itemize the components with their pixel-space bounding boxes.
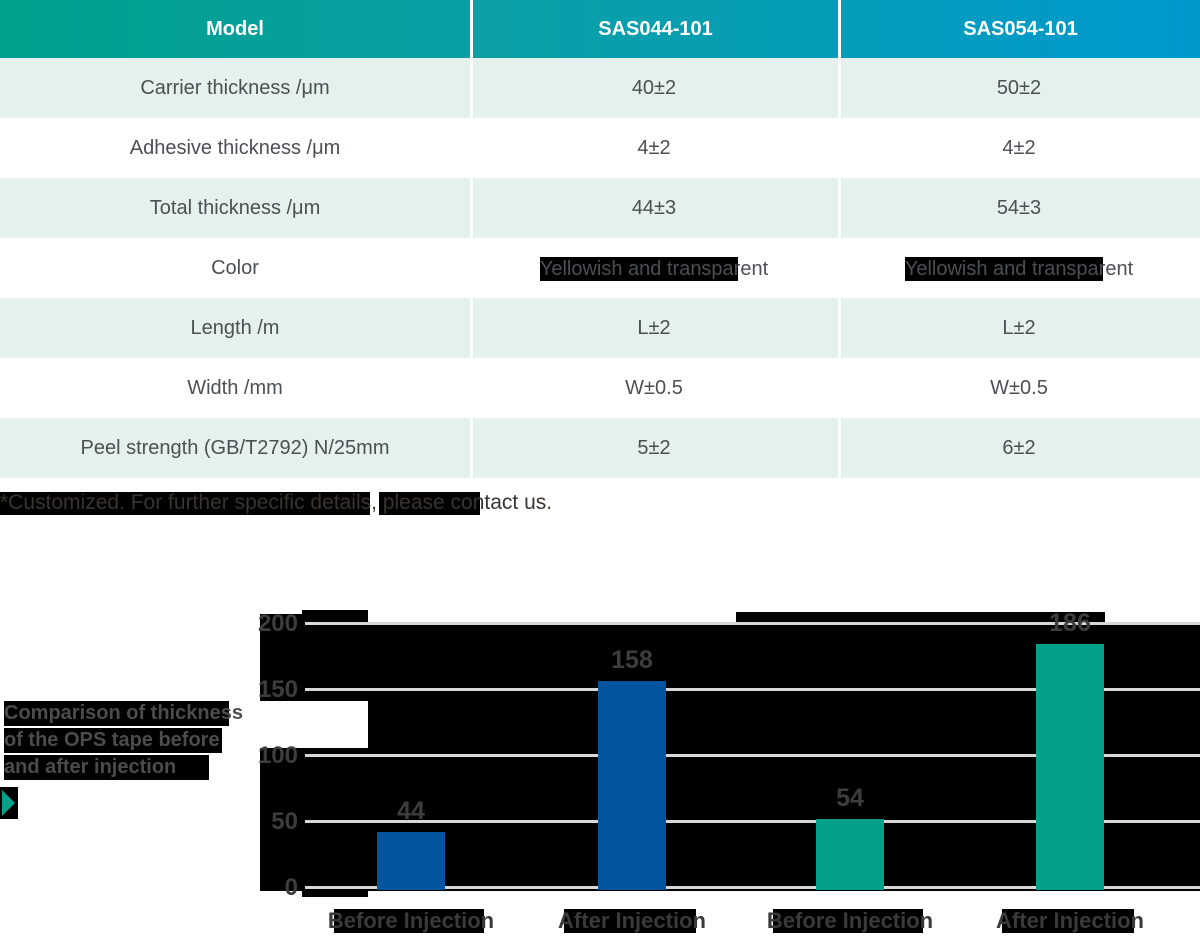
- highlight-box: [333, 909, 485, 934]
- row-value: Yellowish and transparent: [904, 256, 1134, 281]
- footnote: *Customized. For further specific detail…: [0, 490, 552, 516]
- row-value: L±2: [1002, 317, 1036, 339]
- white-cutout: [260, 701, 368, 748]
- row-value: 54±3: [996, 197, 1042, 219]
- x-axis-category-label: Before Injection: [327, 908, 495, 934]
- row-value: 50±2: [996, 77, 1042, 99]
- plot-top-left-tab: [302, 610, 368, 615]
- table-row: Adhesive thickness /μm 4±2 4±2: [0, 118, 1200, 178]
- bar: [377, 832, 445, 890]
- chart-title-line: Comparison of thickness: [4, 702, 243, 724]
- row-value: W±0.5: [990, 377, 1048, 399]
- row-label: Adhesive thickness /μm: [129, 137, 341, 159]
- row-label: Length /m: [190, 317, 280, 339]
- plot-bottom-tab: [302, 891, 368, 897]
- column-divider: [470, 0, 473, 478]
- highlight-box: [379, 492, 480, 515]
- bar-value-label: 186: [1049, 609, 1091, 637]
- row-value: 6±2: [1002, 437, 1036, 459]
- row-label: Total thickness /μm: [149, 197, 321, 219]
- highlight-box: [1002, 909, 1134, 934]
- play-triangle-icon: [0, 787, 18, 819]
- y-axis-tick-label: 50: [271, 808, 298, 835]
- row-value: 4±2: [637, 137, 671, 159]
- y-axis-tick-label: 100: [257, 742, 298, 769]
- gridline: [305, 688, 1200, 691]
- chart-title: Comparison of thickness of the OPS tape …: [4, 700, 243, 781]
- plot-top-left-tab: [260, 614, 368, 624]
- highlight-box: [539, 256, 739, 281]
- table-row: Carrier thickness /μm 40±2 50±2: [0, 58, 1200, 118]
- y-axis-tick-label: 0: [284, 874, 298, 901]
- bar-value-label: 54: [836, 784, 864, 812]
- column-header-model: Model: [206, 18, 264, 40]
- y-axis-tick-label: 150: [257, 676, 298, 703]
- row-value: L±2: [637, 317, 671, 339]
- row-value: Yellowish and transparent: [539, 256, 769, 281]
- x-axis-category-label: After Injection: [996, 908, 1144, 934]
- gridline: [305, 886, 1200, 889]
- row-label: Carrier thickness /μm: [140, 77, 330, 99]
- row-value: W±0.5: [625, 377, 683, 399]
- gridline: [305, 754, 1200, 757]
- highlight-box: [564, 909, 696, 934]
- bar-chart-plot-area: 0 50 100 150 200 44 158 54 186: [258, 610, 1200, 900]
- highlight-box: [4, 728, 222, 753]
- chart-title-line: of the OPS tape before: [4, 729, 220, 751]
- plot-top-right-tab: [736, 612, 1105, 624]
- bar-value-label: 158: [611, 646, 653, 674]
- x-axis-category-label: After Injection: [558, 908, 706, 934]
- highlight-box: [904, 256, 1104, 281]
- column-divider: [838, 0, 841, 478]
- bar-value-label: 44: [397, 797, 425, 825]
- column-header-sas044: SAS044-101: [598, 18, 713, 40]
- table-row: Width /mm W±0.5 W±0.5: [0, 358, 1200, 418]
- row-value: 44±3: [631, 197, 677, 219]
- table-row: Length /m L±2 L±2: [0, 298, 1200, 358]
- column-header-sas054: SAS054-101: [963, 18, 1078, 40]
- chart-title-line: and after injection: [4, 756, 177, 778]
- row-label: Peel strength (GB/T2792) N/25mm: [80, 437, 390, 459]
- row-value: 40±2: [631, 77, 677, 99]
- bar: [598, 681, 666, 890]
- row-label: Color: [211, 257, 259, 279]
- table-row: Color Yellowish and transparent Yellowish …: [0, 238, 1200, 298]
- table-row: Total thickness /μm 44±3 54±3: [0, 178, 1200, 238]
- x-axis-category-label: Before Injection: [766, 908, 934, 934]
- highlight-box: [0, 492, 370, 515]
- highlight-box: [4, 701, 229, 726]
- gridline: [305, 622, 1200, 625]
- highlight-box: [4, 755, 210, 780]
- bar: [1036, 644, 1104, 890]
- spec-table-header: Model SAS044-101 SAS054-101: [0, 0, 1200, 58]
- gridline: [305, 820, 1200, 823]
- table-row: Peel strength (GB/T2792) N/25mm 5±2 6±2: [0, 418, 1200, 478]
- row-value: 4±2: [1002, 137, 1036, 159]
- row-label: Width /mm: [187, 377, 283, 399]
- row-value: 5±2: [637, 437, 671, 459]
- bar: [816, 819, 884, 890]
- highlight-box: [772, 909, 924, 934]
- footnote-text: *Customized. For further specific detail…: [0, 491, 553, 514]
- y-axis-tick-label: 200: [257, 610, 298, 637]
